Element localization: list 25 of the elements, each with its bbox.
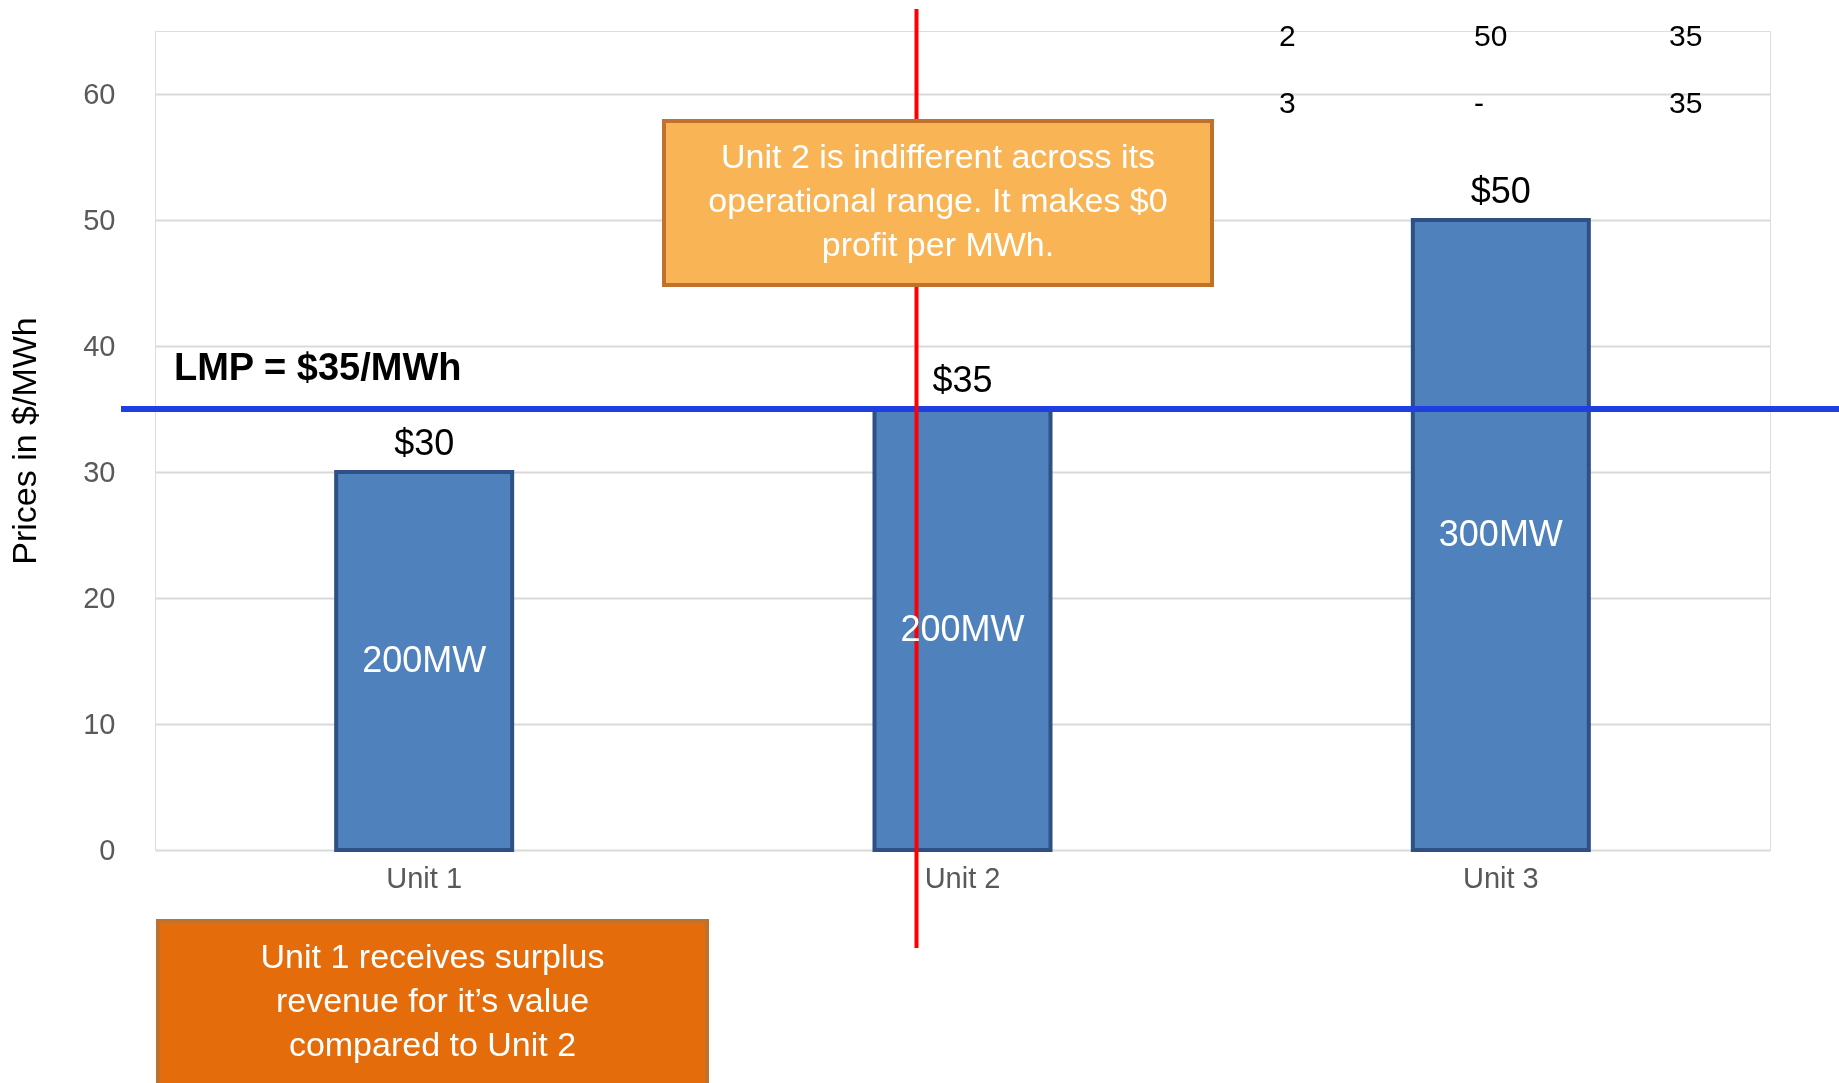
y-tick-label: 10 — [83, 707, 116, 740]
data-label: $35 — [932, 359, 993, 400]
y-tick-label: 30 — [83, 455, 116, 488]
annotation: Unit 2 is indifferent across its operational range. It makes $0 profit per MWh. — [708, 137, 1168, 263]
y-tick-label: 0 — [99, 833, 116, 866]
ref-line-label: LMP = $35/MWh — [174, 346, 462, 388]
annotation: 50 — [1474, 18, 1508, 52]
annotation: - — [1474, 85, 1484, 119]
y-axis-title: Prices in $/MWh — [5, 317, 44, 565]
x-tick-label: Unit 1 — [386, 861, 463, 894]
y-tick-label: 60 — [83, 77, 116, 110]
y-tick-label: 50 — [83, 203, 116, 236]
y-tick-label: 40 — [83, 329, 116, 362]
annotation: 300MW — [1438, 513, 1563, 554]
annotation: 2 — [1279, 18, 1296, 52]
annotation: 35 — [1669, 18, 1703, 52]
annotation: 3 — [1279, 85, 1296, 119]
data-label: $50 — [1470, 170, 1531, 211]
y-tick-label: 20 — [83, 581, 116, 614]
data-label: $30 — [394, 422, 455, 463]
text: Unit 1 receives surplus revenue for it’s value compared to Unit 2 — [260, 937, 605, 1063]
annotation: 200MW — [362, 639, 487, 680]
x-tick-label: Unit 3 — [1462, 861, 1539, 894]
annotation: 35 — [1669, 85, 1703, 119]
x-tick-label: Unit 2 — [924, 861, 1001, 894]
